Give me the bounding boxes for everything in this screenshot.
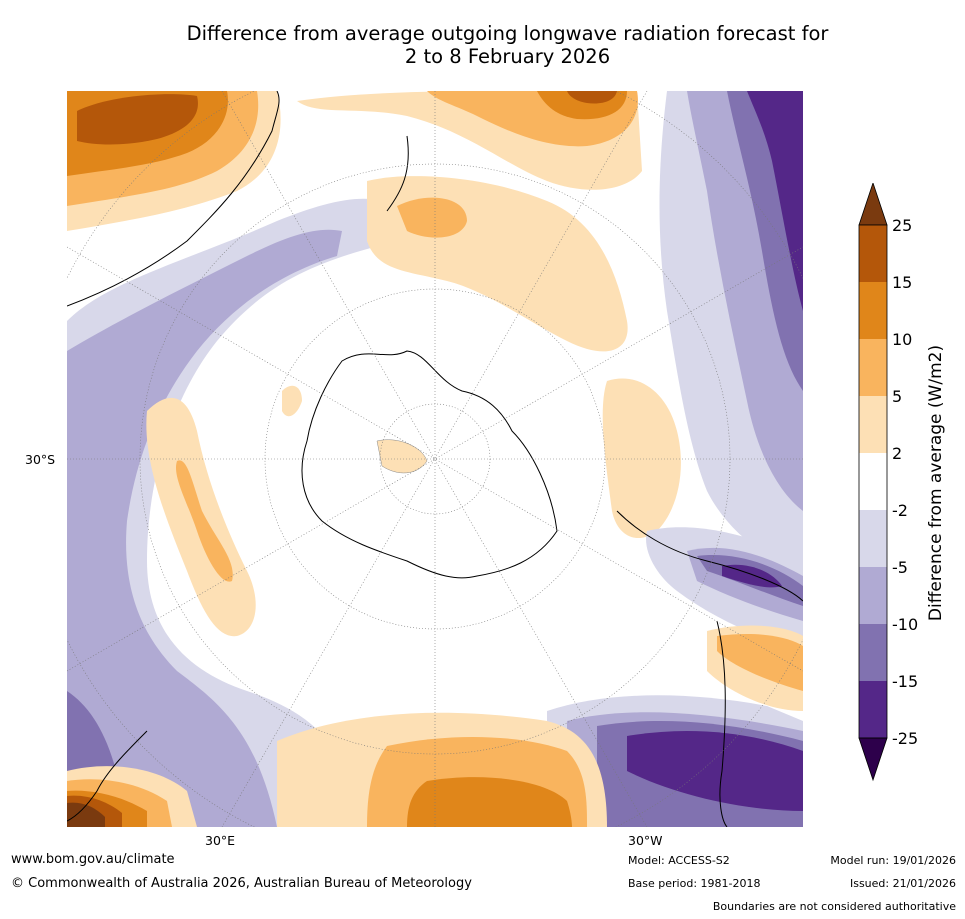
olr-anomaly-map xyxy=(67,91,803,827)
title-line-2: 2 to 8 February 2026 xyxy=(404,45,611,68)
colorbar-tick: -5 xyxy=(892,558,908,577)
colorbar-tick: -2 xyxy=(892,501,908,520)
colorbar-band-n2-n5 xyxy=(859,510,887,567)
disclaimer-text: Boundaries are not considered authoritat… xyxy=(712,900,956,913)
colorbar-tick: 2 xyxy=(892,444,902,463)
base-period-text: Base period: 1981-2018 xyxy=(628,877,761,890)
positive-anomaly-africa xyxy=(67,766,197,827)
colorbar-tick: -25 xyxy=(892,729,918,748)
model-text: Model: ACCESS-S2 xyxy=(628,854,730,867)
positive-anomaly-australia xyxy=(67,91,281,231)
colorbar-band-n5-n10 xyxy=(859,567,887,624)
antarctica xyxy=(282,350,558,579)
positive-anomaly-pacific xyxy=(297,91,642,352)
colorbar-band-15-25 xyxy=(859,225,887,282)
colorbar-tick: 25 xyxy=(892,216,912,235)
colorbar: 25 15 10 5 2 -2 -5 -10 -15 -25 xyxy=(858,183,918,782)
south-america-anomaly xyxy=(646,527,803,711)
longitude-label-30w: 30°W xyxy=(628,833,663,848)
copyright-text: © Commonwealth of Australia 2026, Austra… xyxy=(11,876,472,891)
model-run-text: Model run: 19/01/2026 xyxy=(830,854,956,867)
positive-anomaly-indian-ocean xyxy=(146,397,256,637)
colorbar-band-n10-n15 xyxy=(859,624,887,681)
latitude-label-30s: 30°S xyxy=(25,452,56,467)
title-line-1: Difference from average outgoing longwav… xyxy=(186,22,829,45)
website-link[interactable]: www.bom.gov.au/climate xyxy=(11,852,175,867)
colorbar-label: Difference from average (W/m2) xyxy=(926,344,946,622)
issued-text: Issued: 21/01/2026 xyxy=(849,877,956,890)
colorbar-tick: 5 xyxy=(892,387,902,406)
colorbar-band-n15-n25 xyxy=(859,681,887,738)
map-title: Difference from average outgoing longwav… xyxy=(0,22,965,68)
positive-anomaly-atlantic xyxy=(602,378,681,539)
colorbar-band-neutral xyxy=(859,453,887,510)
colorbar-tick: 15 xyxy=(892,273,912,292)
longitude-label-30e: 30°E xyxy=(205,833,236,848)
colorbar-extend-bottom xyxy=(858,737,888,782)
colorbar-band-5-10 xyxy=(859,339,887,396)
graticule xyxy=(67,91,803,827)
negative-anomaly-east xyxy=(659,91,803,571)
colorbar-tick: 10 xyxy=(892,330,912,349)
colorbar-band-2-5 xyxy=(859,396,887,453)
colorbar-extend-top xyxy=(858,183,888,226)
bottom-anomaly-band xyxy=(277,695,803,827)
colorbar-tick: -15 xyxy=(892,672,918,691)
colorbar-band-10-15 xyxy=(859,282,887,339)
colorbar-tick: -10 xyxy=(892,615,918,634)
